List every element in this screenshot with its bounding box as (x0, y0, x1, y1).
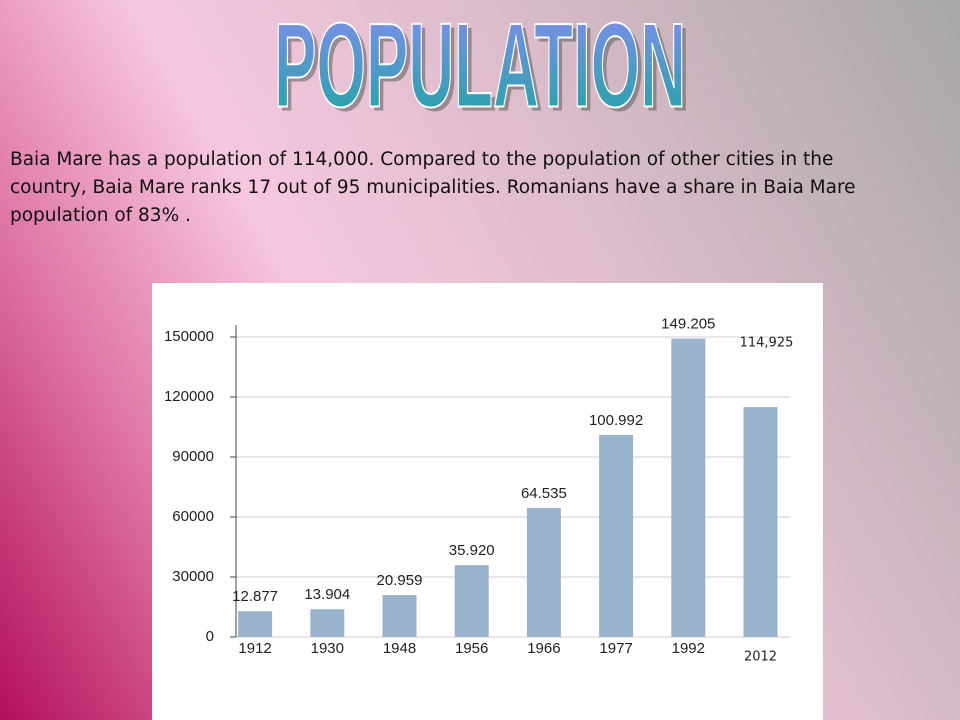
value-label: 13.904 (304, 586, 350, 603)
y-tick-label: 0 (206, 628, 214, 645)
bar (599, 435, 634, 637)
value-label: 114,925 (740, 336, 794, 351)
slide-title: POPULATION (274, 0, 686, 133)
value-label: 100.992 (589, 412, 643, 429)
chart-panel (152, 283, 823, 720)
y-tick-label: 120000 (164, 388, 214, 405)
title-shadow: POPULATION (278, 3, 690, 137)
x-tick-label: 1930 (311, 640, 344, 657)
y-tick-label: 90000 (172, 448, 214, 465)
y-tick-label: 150000 (164, 328, 214, 345)
value-label: 149.205 (661, 316, 715, 333)
bar (454, 565, 489, 637)
bar (310, 609, 345, 637)
value-label: 64.535 (521, 485, 567, 502)
value-label: 12.877 (232, 588, 278, 605)
x-tick-label: 1948 (383, 640, 416, 657)
y-tick-label: 60000 (172, 508, 214, 525)
x-tick-label: 1977 (599, 640, 632, 657)
x-tick-label: 1992 (672, 640, 705, 657)
bar (238, 611, 273, 637)
bar (743, 407, 778, 637)
x-tick-label: 2012 (744, 650, 777, 665)
value-label: 20.959 (377, 572, 423, 589)
y-tick-label: 30000 (172, 568, 214, 585)
bar (382, 595, 417, 637)
x-tick-label: 1912 (238, 640, 271, 657)
value-label: 35.920 (449, 542, 495, 559)
bar (526, 507, 561, 637)
bar (671, 338, 706, 637)
body-text: Baia Mare has a population of 114,000. C… (10, 149, 856, 226)
x-tick-label: 1956 (455, 640, 488, 657)
x-tick-label: 1966 (527, 640, 560, 657)
